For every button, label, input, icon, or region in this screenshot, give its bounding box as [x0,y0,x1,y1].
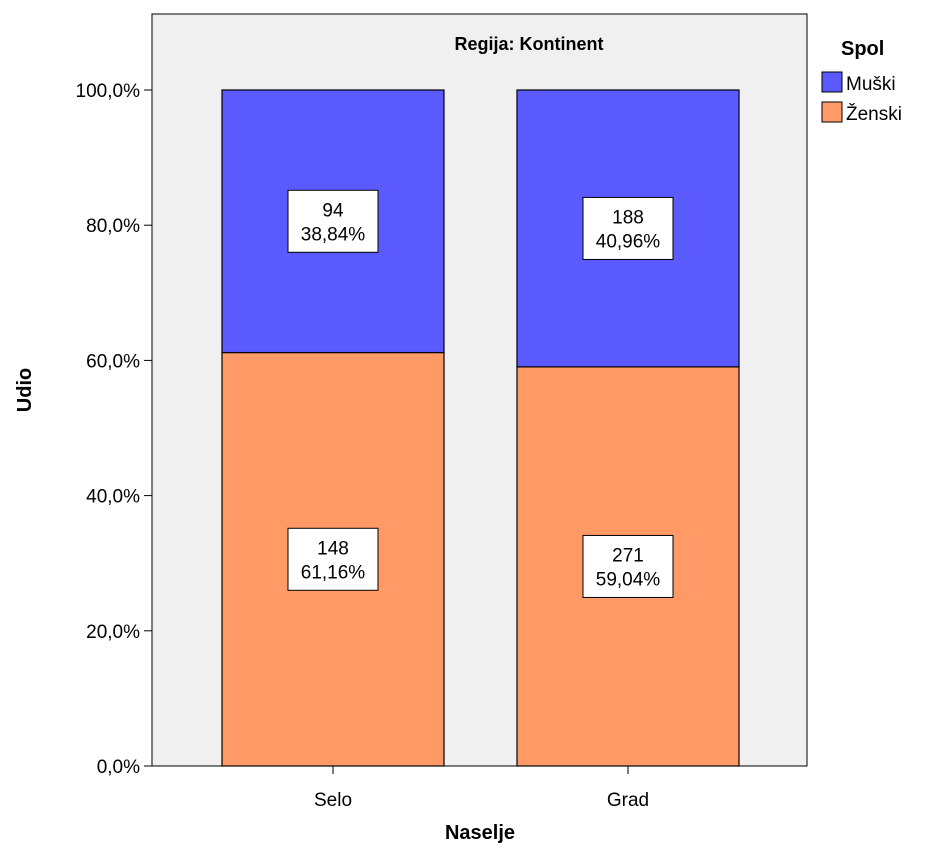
y-tick-label: 100,0% [76,81,141,102]
legend-label: Ženski [846,103,902,125]
legend-swatch [821,71,843,93]
data-label-count: 271 [612,545,644,566]
data-label-box [582,196,674,260]
x-axis-title: Naselje [445,822,515,844]
x-tick-label: Selo [314,790,352,811]
y-tick-label: 60,0% [86,351,140,372]
panel-title: Regija: Kontinent [455,34,604,54]
legend-swatch [821,101,843,123]
y-tick-label: 20,0% [86,622,140,643]
x-tick-label: Grad [607,790,649,811]
data-label-box [582,534,674,598]
y-tick-label: 40,0% [86,487,140,508]
legend-label: Muški [846,74,896,95]
data-label-percent: 40,96% [596,231,661,252]
data-label-percent: 38,84% [301,224,366,245]
data-label-box [287,189,379,253]
data-label-percent: 59,04% [596,569,661,590]
data-label-count: 148 [317,538,349,559]
y-axis-title: Udio [14,368,36,412]
data-label-count: 188 [612,207,644,228]
data-label-percent: 61,16% [301,562,366,583]
x-axis: Selo Grad [314,766,649,811]
data-label-count: 94 [322,200,344,221]
bars-group: 148 61,16% 271 59,04% 94 38,84% 188 40,96% [221,89,740,767]
y-tick-label: 80,0% [86,216,140,237]
legend-title: Spol [841,38,884,60]
y-tick-label: 0,0% [97,757,140,778]
data-label-box [287,527,379,591]
y-axis: 0,0% 20,0% 40,0% 60,0% 80,0% 100,0% [76,81,152,778]
legend: Spol Muški Ženski [821,38,902,125]
